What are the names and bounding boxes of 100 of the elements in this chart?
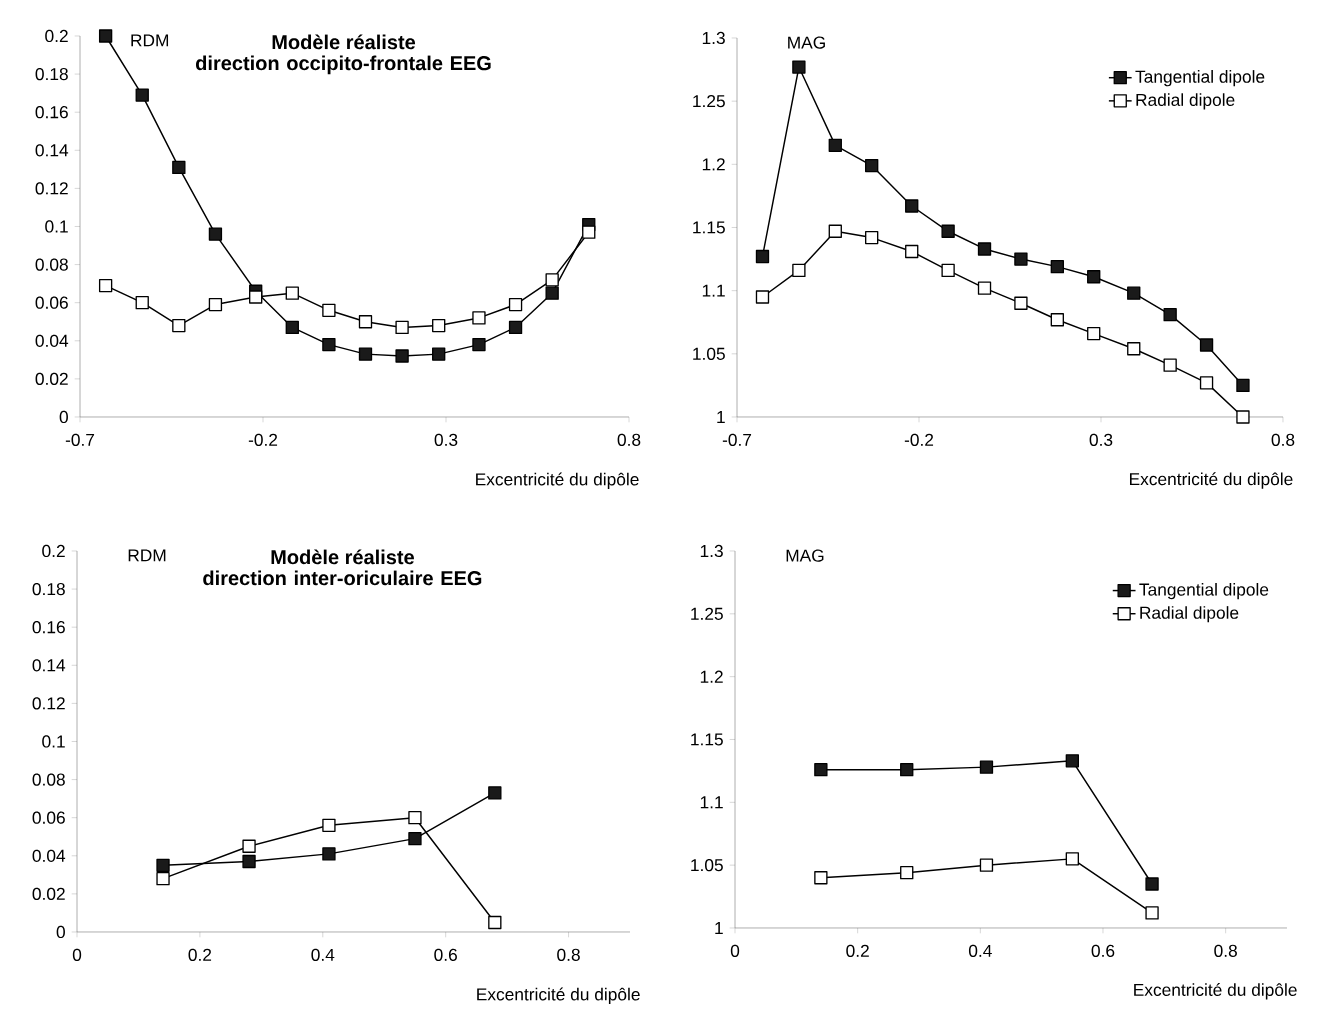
point bbox=[508, 320, 523, 335]
point bbox=[941, 224, 955, 238]
x-axis-title: Excentricité du dipôle bbox=[476, 472, 639, 489]
point bbox=[1236, 378, 1250, 393]
y-tick-label: 0 bbox=[59, 410, 68, 424]
y-tick-label: 1.15 bbox=[693, 221, 725, 234]
point bbox=[1163, 307, 1177, 322]
x-tick-label: 0.8 bbox=[557, 948, 580, 961]
point bbox=[545, 273, 559, 287]
point bbox=[98, 29, 113, 43]
point bbox=[814, 762, 828, 777]
text: direction occipito-frontale EEG bbox=[196, 55, 491, 75]
point bbox=[814, 871, 828, 885]
point bbox=[979, 858, 994, 872]
point bbox=[977, 242, 992, 256]
point bbox=[1065, 852, 1079, 866]
point bbox=[156, 858, 170, 872]
point bbox=[905, 244, 919, 259]
point bbox=[472, 337, 486, 352]
point bbox=[755, 290, 770, 304]
y-tick-label: 0.12 bbox=[32, 697, 65, 710]
y-tick-label: 0.14 bbox=[35, 144, 69, 157]
x-tick-label: -0.7 bbox=[65, 433, 95, 446]
y-tick-label: 1.3 bbox=[702, 31, 725, 45]
y-tick-label: 0.08 bbox=[35, 258, 68, 271]
point bbox=[285, 286, 299, 300]
point bbox=[508, 297, 523, 312]
point bbox=[322, 818, 336, 832]
point bbox=[172, 318, 186, 333]
point bbox=[979, 760, 994, 774]
y-tick-label: 0.16 bbox=[35, 106, 68, 119]
y-tick-label: 0.18 bbox=[32, 582, 65, 596]
y-tick-label: 0.2 bbox=[42, 544, 65, 558]
legend-label: Tangential dipole bbox=[1135, 70, 1265, 87]
x-tick-label: 0.8 bbox=[1271, 433, 1295, 446]
x-tick-label: 0.3 bbox=[434, 433, 458, 446]
point bbox=[135, 296, 149, 310]
annotation: MAG bbox=[786, 549, 824, 562]
y-tick-label: 0.06 bbox=[35, 296, 68, 309]
point bbox=[322, 337, 336, 352]
legend-label: Radial dipole bbox=[1136, 93, 1235, 110]
y-tick-label: 0 bbox=[56, 925, 65, 939]
x-tick-label: -0.2 bbox=[248, 433, 278, 446]
y-tick-label: 0.02 bbox=[35, 372, 68, 386]
x-tick-label: 0.3 bbox=[1089, 433, 1113, 446]
y-tick-label: 0.08 bbox=[32, 773, 65, 786]
point bbox=[208, 297, 223, 312]
y-tick-label: 0.2 bbox=[45, 29, 68, 43]
y-tick-label: 1.05 bbox=[693, 347, 725, 360]
point bbox=[135, 88, 149, 102]
x-tick-label: 0 bbox=[730, 944, 740, 957]
point bbox=[208, 227, 223, 241]
y-tick-label: 0.12 bbox=[35, 182, 68, 195]
point bbox=[792, 60, 806, 74]
x-tick-label: 0.4 bbox=[968, 944, 992, 957]
point bbox=[395, 320, 409, 335]
x-tick-label: 0.8 bbox=[617, 433, 641, 446]
point bbox=[1087, 270, 1101, 284]
point bbox=[1127, 286, 1141, 300]
point bbox=[1087, 326, 1101, 341]
point bbox=[249, 290, 263, 304]
y-tick-label: 0.02 bbox=[32, 887, 65, 901]
x-tick-label: 0.4 bbox=[311, 948, 335, 961]
point bbox=[242, 854, 256, 869]
point bbox=[98, 278, 113, 293]
point bbox=[322, 847, 336, 861]
point bbox=[1014, 252, 1028, 266]
y-tick-label: 0.06 bbox=[32, 811, 65, 824]
point bbox=[358, 347, 373, 361]
point bbox=[977, 281, 992, 295]
y-tick-label: 1.2 bbox=[702, 158, 725, 171]
point bbox=[900, 762, 914, 777]
y-tick-label: 0.1 bbox=[42, 735, 65, 748]
y-tick-label: 1.05 bbox=[691, 859, 723, 872]
y-tick-label: 1.25 bbox=[693, 95, 725, 108]
x-tick-label: 0.6 bbox=[1091, 944, 1115, 957]
x-tick-label: -0.2 bbox=[904, 433, 934, 446]
point bbox=[408, 811, 422, 825]
point bbox=[358, 315, 373, 329]
y-tick-label: 1 bbox=[715, 922, 723, 934]
y-tick-label: 0.14 bbox=[32, 659, 66, 672]
x-tick-label: 0.2 bbox=[188, 948, 212, 961]
annotation: MAG bbox=[788, 36, 825, 49]
point bbox=[792, 263, 806, 278]
point bbox=[755, 249, 770, 264]
x-tick-label: -0.7 bbox=[722, 433, 752, 446]
point bbox=[1199, 376, 1214, 390]
point bbox=[865, 230, 879, 245]
y-tick-label: 1.2 bbox=[700, 670, 723, 683]
x-tick-label: 0.2 bbox=[846, 944, 869, 957]
point bbox=[395, 349, 409, 363]
point bbox=[1145, 877, 1159, 891]
point bbox=[865, 158, 879, 173]
annotation: RDM bbox=[128, 549, 166, 562]
chart-title: Modèle réaliste bbox=[271, 549, 414, 565]
point bbox=[172, 160, 186, 175]
y-tick-label: 0.16 bbox=[32, 621, 65, 634]
y-tick-label: 0.04 bbox=[35, 334, 69, 347]
point bbox=[488, 786, 502, 800]
point bbox=[1199, 338, 1214, 352]
